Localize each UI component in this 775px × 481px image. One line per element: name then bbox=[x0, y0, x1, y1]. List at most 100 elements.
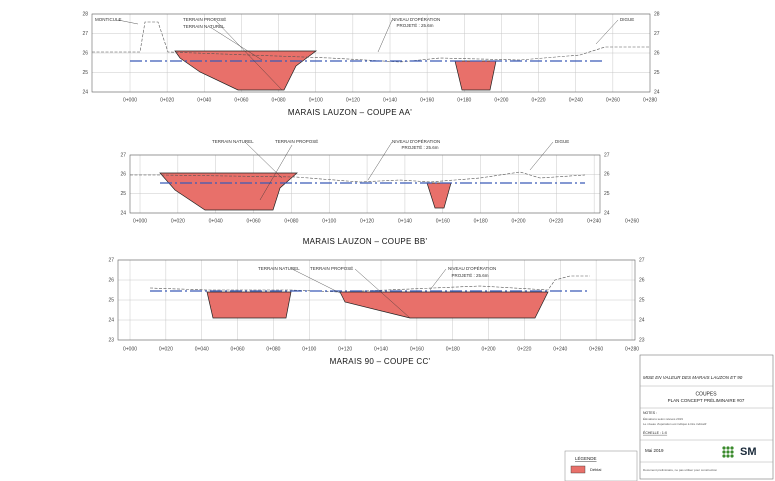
x-label: 0+000 bbox=[133, 218, 147, 224]
x-label: 0+260 bbox=[589, 346, 603, 352]
x-label: 0+080 bbox=[284, 218, 298, 224]
leader-line bbox=[214, 19, 283, 91]
x-label: 0+080 bbox=[272, 97, 286, 103]
section-frame bbox=[129, 154, 601, 214]
x-label: 0+020 bbox=[159, 346, 173, 352]
y-label: 24 bbox=[82, 89, 88, 95]
x-label: 0+120 bbox=[338, 346, 352, 352]
y-label: 27 bbox=[639, 257, 645, 263]
annotation: TERRAIN NATUREL bbox=[183, 24, 225, 29]
x-label: 0+100 bbox=[302, 346, 316, 352]
y-label: 25 bbox=[120, 191, 126, 197]
x-label: 0+060 bbox=[234, 97, 248, 103]
y-label: 24 bbox=[639, 317, 645, 323]
annotation: TERRAIN NATUREL bbox=[258, 266, 300, 271]
natural-terrain bbox=[92, 21, 650, 63]
leader-line bbox=[429, 268, 447, 291]
x-label: 0+140 bbox=[374, 346, 388, 352]
x-label: 0+180 bbox=[457, 97, 471, 103]
annotation: NIVEAU D'OPÉRATION bbox=[392, 138, 440, 144]
legend-title: LÉGENDE bbox=[575, 455, 597, 461]
y-label: 24 bbox=[654, 89, 660, 95]
x-label: 0+040 bbox=[209, 218, 223, 224]
x-label: 0+020 bbox=[160, 97, 174, 103]
title-block: MISE EN VALEUR DES MARAIS LAUZON ET 90 C… bbox=[639, 354, 774, 480]
x-label: 0+000 bbox=[123, 97, 137, 103]
leader-line bbox=[529, 141, 554, 171]
cross-section: 28 28 27 27 26 26 25 25 24 24 0+000 0+020 0+040 0+060… bbox=[82, 11, 659, 117]
y-label: 25 bbox=[604, 191, 610, 197]
annotation: DIGUE bbox=[555, 139, 569, 144]
y-label: 26 bbox=[654, 50, 660, 56]
sheet-subtitle: PLAN CONCEPT PRÉLIMINAIRE #07 bbox=[668, 397, 745, 403]
leader-line bbox=[354, 268, 411, 319]
y-label: 25 bbox=[108, 297, 114, 303]
y-label: 27 bbox=[604, 152, 610, 158]
footer-note: Document préliminaire, ne pas utiliser p… bbox=[643, 468, 717, 472]
project-title: MISE EN VALEUR DES MARAIS LAUZON ET 90 bbox=[643, 375, 743, 380]
note: Le niveau d'opération est indiqué à titr… bbox=[643, 422, 706, 426]
x-label: 0+180 bbox=[446, 346, 460, 352]
annotation: DIGUE bbox=[620, 17, 634, 22]
x-label: 0+200 bbox=[494, 97, 508, 103]
legend-item: Déblai bbox=[590, 467, 601, 472]
cut-area bbox=[454, 60, 497, 91]
annotation: NIVEAU D'OPÉRATION bbox=[392, 16, 440, 22]
y-label: 27 bbox=[654, 31, 660, 37]
x-label: 0+220 bbox=[532, 97, 546, 103]
cut-area bbox=[206, 291, 292, 319]
leader-line bbox=[367, 141, 393, 181]
x-label: 0+280 bbox=[625, 346, 639, 352]
y-label: 24 bbox=[120, 210, 126, 216]
x-label: 0+000 bbox=[123, 346, 137, 352]
x-label: 0+220 bbox=[517, 346, 531, 352]
x-label: 0+220 bbox=[549, 218, 563, 224]
y-label: 27 bbox=[108, 257, 114, 263]
y-label: 25 bbox=[82, 70, 88, 76]
leader-line bbox=[244, 141, 283, 179]
leader-line bbox=[595, 19, 619, 45]
x-label: 0+260 bbox=[625, 218, 639, 224]
y-label: 23 bbox=[108, 337, 114, 343]
leader-line bbox=[259, 144, 293, 201]
y-label: 24 bbox=[604, 210, 610, 216]
sheet-title: COUPES bbox=[695, 391, 717, 397]
cross-section: 27 27 26 26 25 25 24 24 0+000 0+020 0+040 0+060 0+08… bbox=[120, 138, 639, 246]
y-label: 23 bbox=[639, 337, 645, 343]
notes-title: NOTES : bbox=[643, 411, 657, 415]
cut-area bbox=[159, 172, 298, 211]
leader-line bbox=[291, 268, 341, 294]
y-label: 26 bbox=[604, 172, 610, 178]
x-label: 0+240 bbox=[553, 346, 567, 352]
annotation: TERRAIN PROPOSÉ bbox=[310, 265, 353, 271]
annotation: TERRAIN PROPOSÉ bbox=[275, 138, 318, 144]
section-title: MARAIS LAUZON – COUPE AA' bbox=[288, 108, 412, 117]
x-label: 0+060 bbox=[247, 218, 261, 224]
cross-section: 27 27 26 26 25 25 24 24 23 23 0+000 0+020 0+040 0+060… bbox=[108, 257, 644, 366]
y-label: 27 bbox=[82, 31, 88, 37]
y-label: 26 bbox=[120, 172, 126, 178]
x-label: 0+160 bbox=[410, 346, 424, 352]
note: Élévations selon relevés 2019 bbox=[643, 416, 683, 421]
x-label: 0+020 bbox=[171, 218, 185, 224]
annotation: TERRAIN PROPOSÉ bbox=[183, 16, 226, 22]
logo: SM bbox=[740, 446, 757, 458]
y-label: 25 bbox=[654, 70, 660, 76]
annotation: TERRAIN NATUREL bbox=[212, 139, 254, 144]
y-label: 26 bbox=[639, 277, 645, 283]
x-label: 0+140 bbox=[383, 97, 397, 103]
x-label: 0+100 bbox=[309, 97, 323, 103]
annotation: PROJETÉ : 25.6m bbox=[451, 272, 488, 278]
x-label: 0+200 bbox=[482, 346, 496, 352]
x-label: 0+160 bbox=[420, 97, 434, 103]
x-label: 0+120 bbox=[346, 97, 360, 103]
y-label: 24 bbox=[108, 317, 114, 323]
x-label: 0+240 bbox=[569, 97, 583, 103]
x-label: 0+060 bbox=[231, 346, 245, 352]
x-label: 0+080 bbox=[266, 346, 280, 352]
annotation: MONTICULE bbox=[95, 17, 122, 22]
natural-terrain bbox=[149, 275, 590, 293]
date: Mai 2019 bbox=[645, 448, 664, 453]
sections: 28 28 27 27 26 26 25 25 24 24 0+000 0+020 0+040 0+060… bbox=[82, 11, 659, 366]
